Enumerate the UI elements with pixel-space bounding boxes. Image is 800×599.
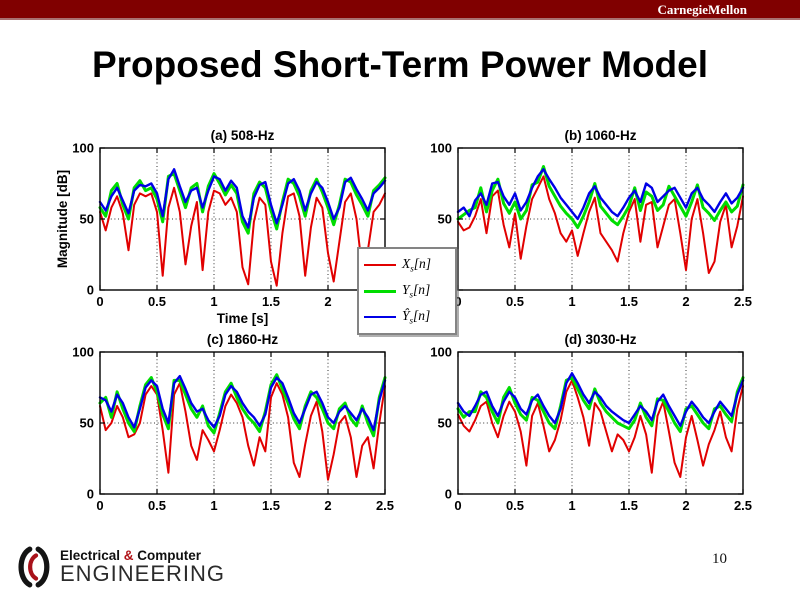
svg-text:0: 0: [96, 498, 103, 513]
svg-text:0.5: 0.5: [148, 498, 166, 513]
plot-legend: Xs[n] Ys[n] Ŷs[n]: [357, 247, 457, 335]
svg-text:0.5: 0.5: [148, 294, 166, 309]
svg-text:50: 50: [80, 416, 94, 431]
ece-logo-text: Electrical & Computer ENGINEERING: [60, 549, 225, 586]
legend-entry-ys: Ys[n]: [364, 278, 450, 304]
svg-text:2: 2: [682, 498, 689, 513]
slide-title: Proposed Short-Term Power Model: [91, 44, 709, 85]
svg-text:100: 100: [430, 141, 452, 156]
legend-entry-yhat: Ŷs[n]: [364, 304, 450, 330]
svg-text:(b) 1060-Hz: (b) 1060-Hz: [564, 128, 636, 143]
logo-line1-pre: Electrical: [60, 547, 124, 563]
svg-text:(a) 508-Hz: (a) 508-Hz: [211, 128, 275, 143]
logo-engineering: ENGINEERING: [60, 561, 226, 587]
plot-d-3030hz: (d) 3030-Hz 0 0.5 1 1.5 2 2.5 0 50 100: [430, 332, 752, 513]
svg-text:1: 1: [568, 498, 575, 513]
svg-text:0: 0: [454, 498, 461, 513]
svg-text:1: 1: [568, 294, 575, 309]
svg-text:1: 1: [210, 294, 217, 309]
svg-text:1.5: 1.5: [262, 294, 280, 309]
svg-text:50: 50: [438, 416, 452, 431]
carnegie-mellon-wordmark: CarnegieMellon: [657, 2, 747, 17]
legend-symbol: Ŷ: [402, 308, 410, 324]
svg-text:2: 2: [324, 294, 331, 309]
ece-logo: Electrical & Computer ENGINEERING: [14, 545, 225, 589]
svg-text:0: 0: [87, 283, 94, 298]
svg-text:0: 0: [96, 294, 103, 309]
plot-c-1860hz: (c) 1860-Hz 0 0.5 1 1.5 2 2.5 0 50 100: [72, 332, 394, 513]
svg-text:0: 0: [445, 487, 452, 502]
svg-text:0: 0: [87, 487, 94, 502]
legend-symbol: X: [402, 256, 411, 272]
svg-text:2.5: 2.5: [376, 498, 394, 513]
svg-text:Magnitude [dB]: Magnitude [dB]: [55, 170, 70, 268]
svg-text:50: 50: [80, 212, 94, 227]
svg-text:100: 100: [72, 141, 94, 156]
svg-text:100: 100: [72, 345, 94, 360]
svg-text:0: 0: [454, 294, 461, 309]
svg-text:1: 1: [210, 498, 217, 513]
svg-text:2: 2: [324, 498, 331, 513]
svg-text:2.5: 2.5: [734, 294, 752, 309]
svg-text:1.5: 1.5: [262, 498, 280, 513]
svg-text:(c) 1860-Hz: (c) 1860-Hz: [207, 332, 279, 347]
legend-line-blue: [364, 316, 396, 318]
legend-symbol: Y: [402, 282, 410, 298]
ece-logo-icon: [18, 546, 50, 588]
svg-text:50: 50: [438, 212, 452, 227]
logo-line1-post: Computer: [133, 547, 202, 563]
svg-text:2.5: 2.5: [734, 498, 752, 513]
legend-line-green: [364, 289, 396, 293]
svg-text:(d) 3030-Hz: (d) 3030-Hz: [564, 332, 636, 347]
logo-ampersand: &: [123, 547, 134, 563]
svg-text:0.5: 0.5: [506, 294, 524, 309]
svg-text:100: 100: [430, 345, 452, 360]
page-number: 10: [712, 551, 727, 567]
legend-line-red: [364, 264, 396, 266]
legend-entry-xs: Xs[n]: [364, 252, 450, 278]
svg-text:Time [s]: Time [s]: [217, 311, 269, 326]
svg-text:1.5: 1.5: [620, 498, 638, 513]
svg-text:2: 2: [682, 294, 689, 309]
svg-text:0.5: 0.5: [506, 498, 524, 513]
svg-text:1.5: 1.5: [620, 294, 638, 309]
top-banner: CarnegieMellon: [0, 0, 800, 20]
